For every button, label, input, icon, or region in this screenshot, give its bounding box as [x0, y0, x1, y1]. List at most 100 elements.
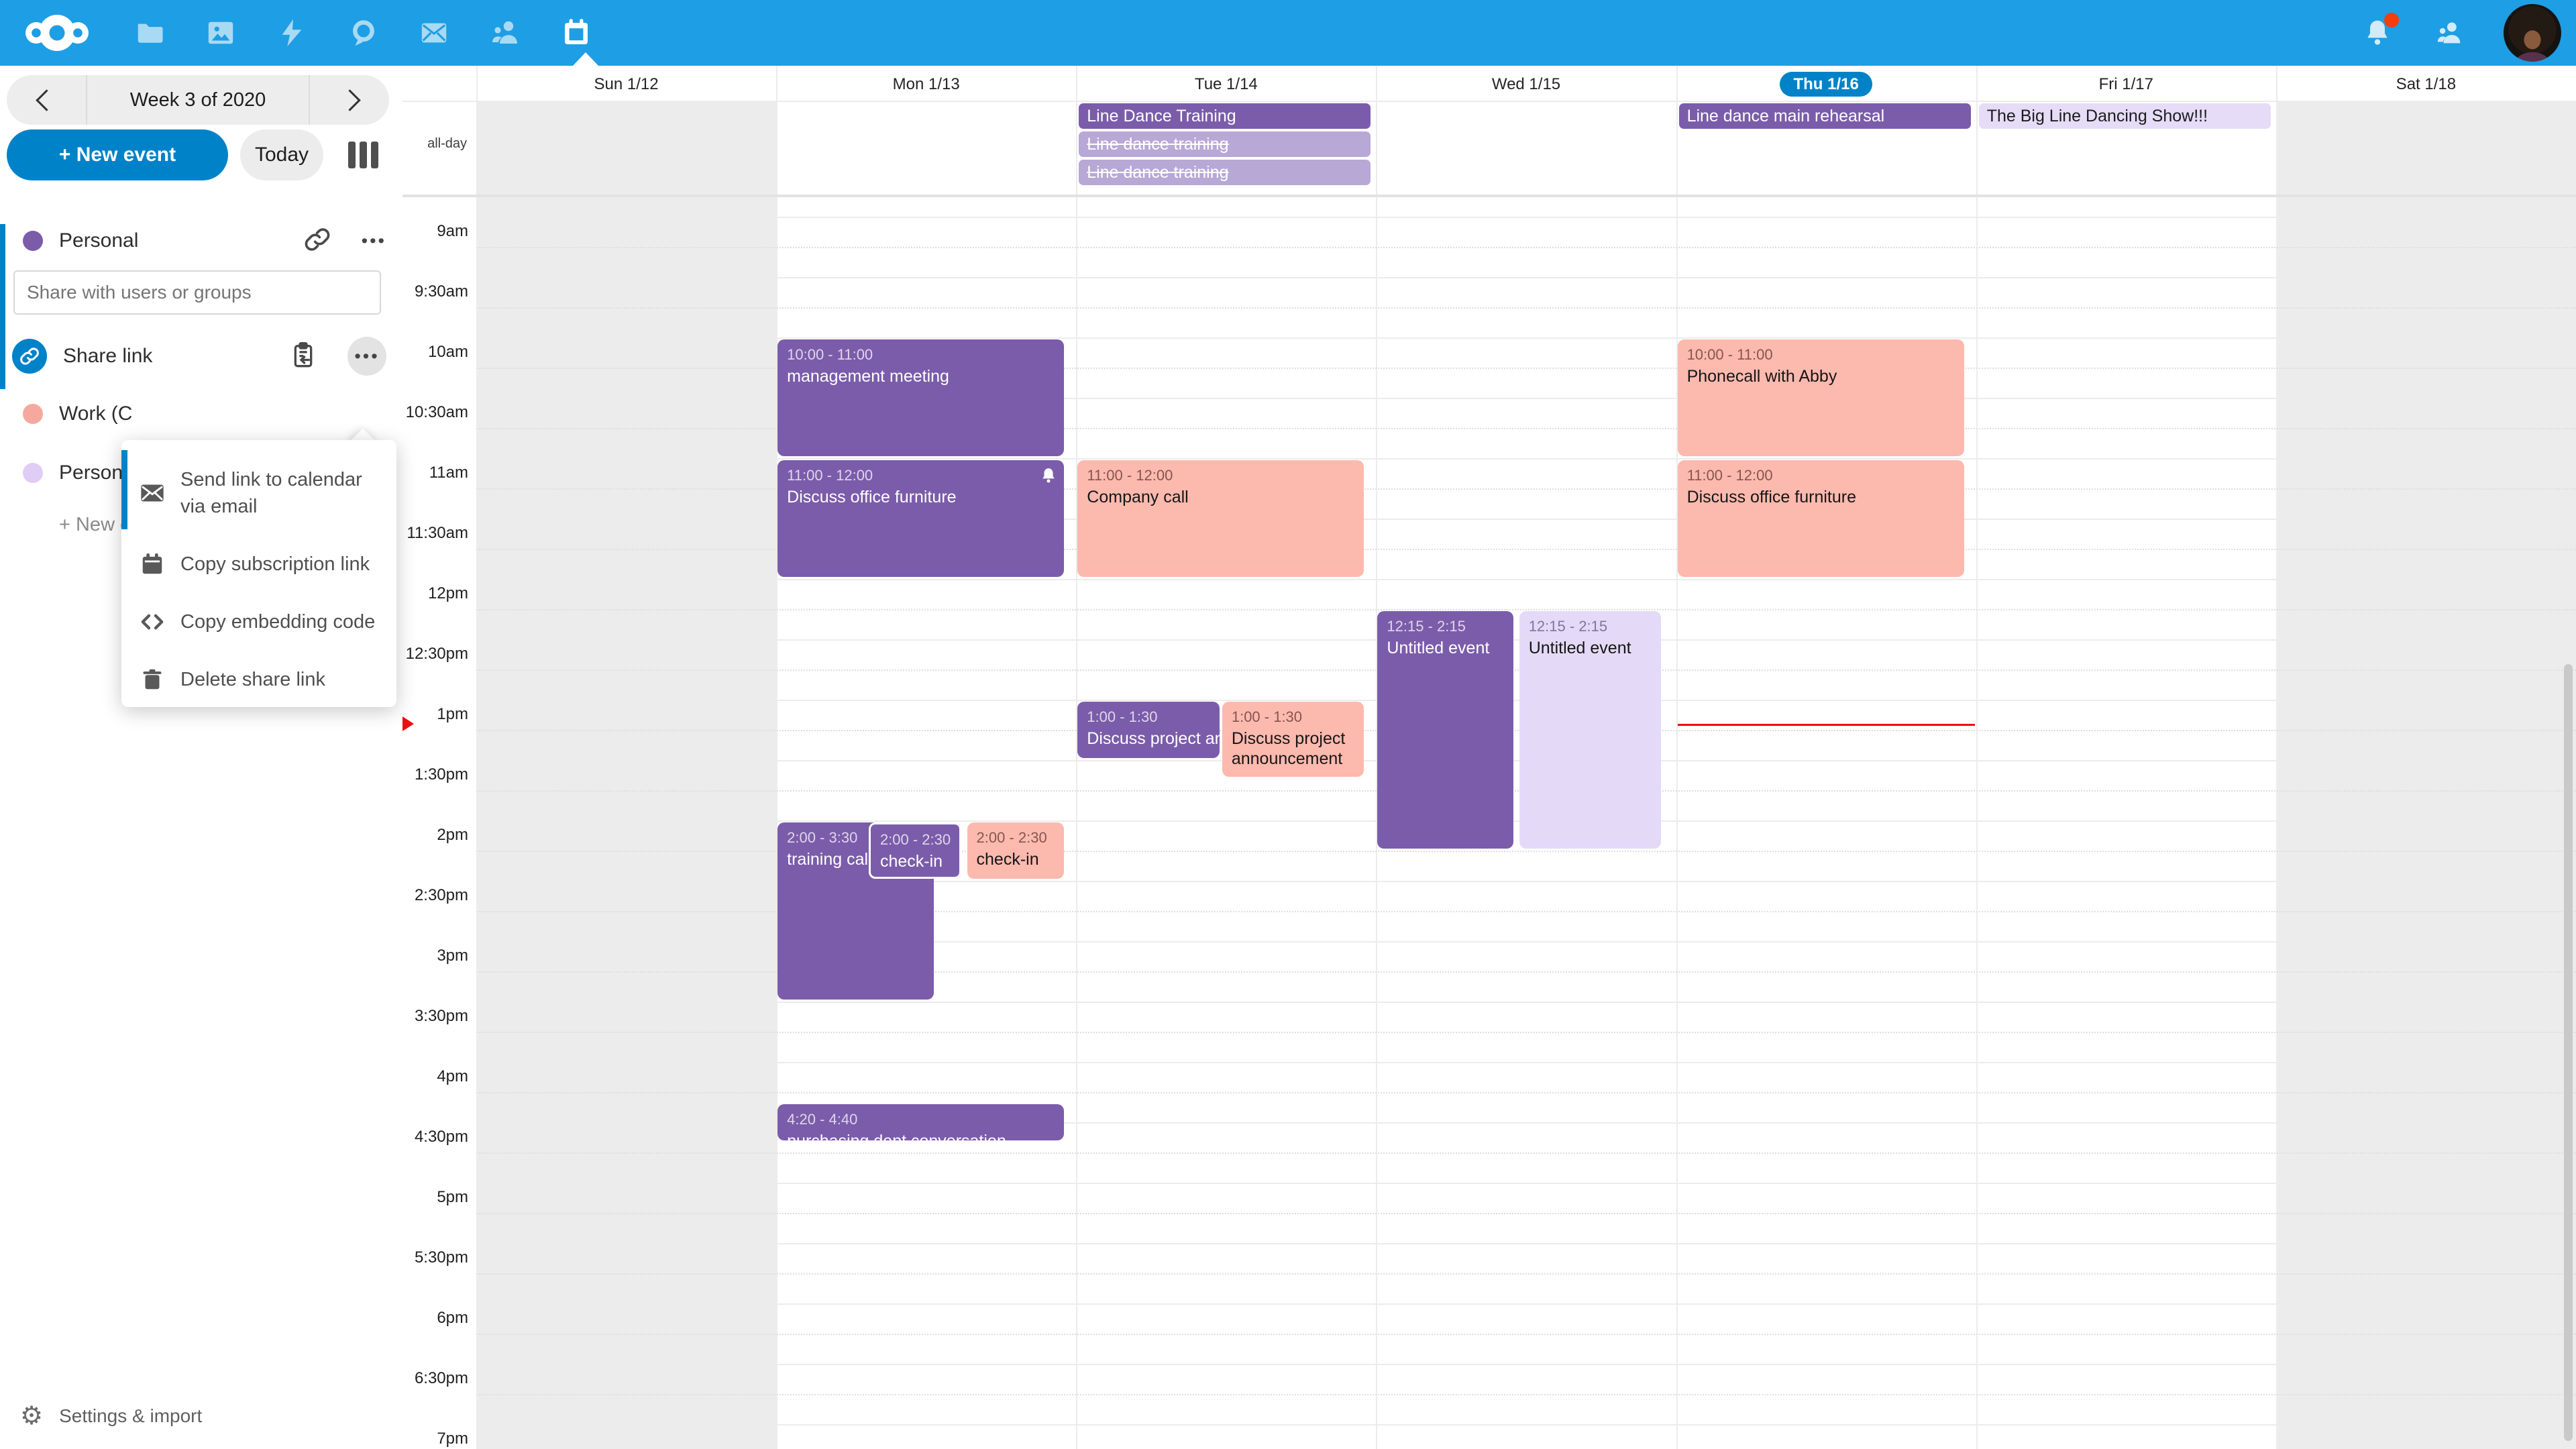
grid-line: [476, 1303, 2576, 1305]
files-app-icon[interactable]: [114, 0, 185, 66]
grid-line: [476, 458, 2576, 460]
day-header[interactable]: Tue 1/14: [1194, 75, 1258, 93]
sidebar-item-work-calendar[interactable]: Work (C: [0, 397, 402, 431]
vertical-scrollbar[interactable]: [2564, 664, 2573, 1441]
calendar-event[interactable]: 12:15 - 2:15 Untitled event: [1377, 611, 1514, 849]
next-week-button[interactable]: [310, 75, 389, 125]
view-toggle-icon[interactable]: [348, 142, 378, 168]
calendar-event[interactable]: 10:00 - 11:00 management meeting: [777, 339, 1065, 456]
grid-line: [476, 1183, 2576, 1184]
menu-item-label: Delete share link: [180, 668, 325, 690]
time-label: 9am: [437, 222, 468, 240]
calendar-event[interactable]: 11:00 - 12:00 Discuss office furniture: [777, 460, 1065, 577]
settings-and-import[interactable]: ⚙ Settings & import: [20, 1403, 202, 1429]
event-time: 11:00 - 12:00: [787, 467, 873, 484]
time-label: 10:30am: [405, 403, 468, 421]
notifications-bell-icon[interactable]: [2359, 13, 2399, 52]
grid-line: [1376, 66, 1378, 1449]
share-link-icon[interactable]: [304, 226, 331, 256]
time-label: 4pm: [437, 1067, 468, 1085]
grid-line: [402, 101, 2576, 102]
delete-icon: [139, 667, 166, 692]
event-time: 2:00 - 2:30: [976, 829, 1047, 846]
calendar-event[interactable]: 2:00 - 2:30 check-in: [967, 822, 1065, 879]
contacts-menu-icon[interactable]: [2431, 14, 2469, 52]
new-calendar-link[interactable]: + New c: [59, 514, 130, 535]
menu-item-delete-share-link[interactable]: Delete share link: [121, 651, 396, 708]
day-header[interactable]: Sat 1/18: [2396, 75, 2457, 93]
time-label: 2pm: [437, 826, 468, 844]
event-title: training call: [787, 849, 872, 869]
menu-item-send-email[interactable]: Send link to calendar via email: [121, 451, 396, 535]
grid-line: [476, 549, 2576, 550]
day-header[interactable]: Fri 1/17: [2098, 75, 2153, 93]
sidebar: Week 3 of 2020 + New event Today Persona…: [0, 66, 402, 1449]
calendar-event[interactable]: 11:00 - 12:00 Company call: [1077, 460, 1364, 577]
allday-event[interactable]: Line dance training: [1079, 131, 1371, 157]
menu-focus-indicator: [121, 450, 127, 529]
grid-line: [476, 1122, 2576, 1124]
day-header[interactable]: Mon 1/13: [892, 75, 960, 93]
talk-app-icon[interactable]: [327, 0, 398, 66]
activity-app-icon[interactable]: [256, 0, 327, 66]
event-time: 12:15 - 2:15: [1387, 618, 1466, 635]
time-label: 5:30pm: [414, 1248, 468, 1267]
allday-event[interactable]: The Big Line Dancing Show!!!: [1978, 103, 2271, 129]
current-time-line: [1677, 724, 1975, 726]
nextcloud-logo-icon[interactable]: [0, 0, 114, 66]
grid-line: [1976, 66, 1978, 1449]
today-pill: Thu 1/16: [1780, 72, 1872, 97]
previous-week-button[interactable]: [7, 75, 86, 125]
divider: [309, 75, 310, 125]
calendar-event[interactable]: 10:00 - 11:00 Phonecall with Abby: [1677, 339, 1964, 456]
event-time: 10:00 - 11:00: [787, 346, 873, 363]
calendar-name: Work (C: [59, 402, 133, 425]
chevron-left-icon: [35, 89, 58, 111]
divider: [86, 75, 87, 125]
calendar-event[interactable]: 2:00 - 2:30 check-in: [868, 822, 962, 879]
sidebar-item-personal-calendar[interactable]: Personal •••: [0, 224, 402, 258]
grid-line: [776, 66, 778, 1449]
event-time: 12:15 - 2:15: [1528, 618, 1608, 635]
day-header[interactable]: Thu 1/16: [1678, 71, 1975, 98]
day-header[interactable]: Wed 1/15: [1491, 75, 1561, 93]
menu-item-copy-subscription-link[interactable]: Copy subscription link: [121, 535, 396, 593]
copy-link-clipboard-icon[interactable]: [290, 341, 317, 372]
today-button[interactable]: Today: [240, 129, 323, 180]
mail-app-icon[interactable]: [398, 0, 470, 66]
allday-event[interactable]: Line dance training: [1079, 160, 1371, 185]
menu-item-label: Copy embedding code: [180, 610, 376, 633]
time-label: 11am: [429, 464, 468, 482]
calendar-app-icon[interactable]: [541, 0, 612, 66]
event-title: purchasing dept conversation: [787, 1131, 1057, 1141]
grid-line: [476, 1062, 2576, 1063]
share-link-menu: Send link to calendar via email Copy sub…: [121, 440, 396, 707]
calendar-event[interactable]: 4:20 - 4:40 purchasing dept conversation: [777, 1104, 1065, 1141]
allday-event[interactable]: Line dance main rehearsal: [1678, 103, 1971, 129]
week-grid: Sun 1/12 Mon 1/13 Tue 1/14 Wed 1/15 Thu 1/16…: [402, 66, 2576, 1449]
user-avatar[interactable]: [2504, 4, 2561, 62]
new-event-button[interactable]: + New event: [7, 129, 228, 180]
calendar-event[interactable]: 1:00 - 1:30 Discuss project announcement: [1077, 702, 1220, 758]
menu-item-copy-embedding-code[interactable]: Copy embedding code: [121, 593, 396, 651]
day-header[interactable]: Sun 1/12: [594, 75, 659, 93]
allday-event[interactable]: Line Dance Training: [1079, 103, 1371, 129]
calendar-event[interactable]: 11:00 - 12:00 Discuss office furniture: [1677, 460, 1964, 577]
contacts-app-icon[interactable]: [470, 0, 541, 66]
calendar-actions-icon[interactable]: •••: [361, 230, 386, 251]
top-bar: [0, 0, 2576, 66]
current-time-arrow-icon: [402, 716, 414, 731]
grid-line: [476, 1424, 2576, 1426]
calendar-event[interactable]: 1:00 - 1:30 Discuss project announcement: [1222, 702, 1364, 777]
share-link-actions-button[interactable]: •••: [347, 337, 386, 376]
share-link-label: Share link: [63, 345, 153, 367]
photos-app-icon[interactable]: [185, 0, 256, 66]
email-icon: [139, 480, 166, 506]
grid-line: [2275, 66, 2277, 1449]
time-label: 7pm: [437, 1430, 468, 1448]
selected-calendar-indicator: [0, 224, 5, 389]
grid-line: [476, 609, 2576, 610]
link-icon: [12, 339, 47, 374]
share-with-users-input[interactable]: [13, 270, 381, 315]
calendar-event[interactable]: 12:15 - 2:15 Untitled event: [1519, 611, 1662, 849]
